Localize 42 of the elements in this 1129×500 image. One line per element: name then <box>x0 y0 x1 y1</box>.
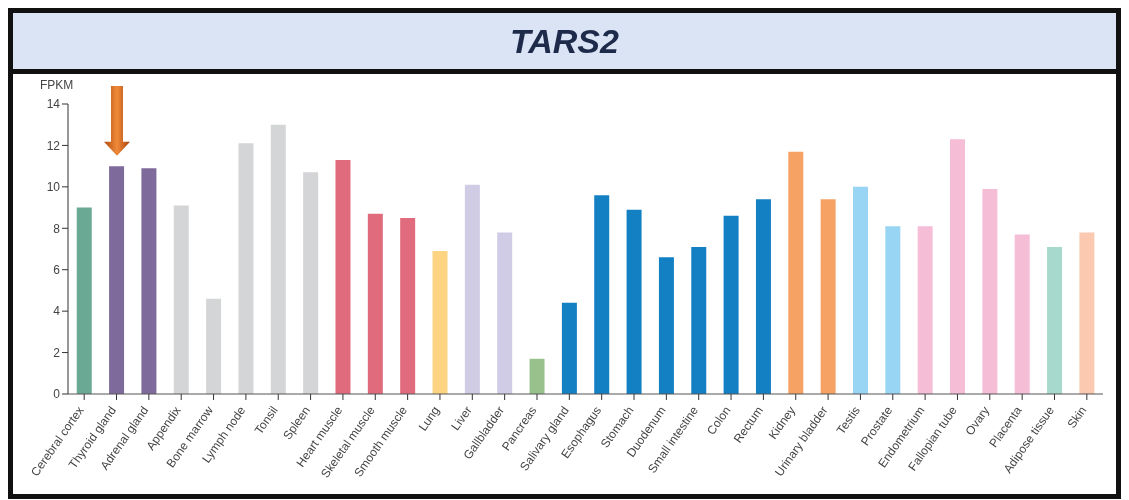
bar <box>658 257 674 394</box>
bar <box>723 215 739 394</box>
bar <box>1014 234 1030 394</box>
bar <box>594 195 610 394</box>
bar <box>917 226 933 394</box>
bar <box>561 302 577 394</box>
bar <box>788 151 804 394</box>
bar <box>626 209 642 394</box>
bar <box>1079 232 1095 394</box>
y-tick-label: 2 <box>53 345 61 360</box>
bar <box>335 159 351 394</box>
bar <box>76 207 92 394</box>
bar <box>1047 246 1063 394</box>
bar <box>303 172 319 394</box>
y-tick-label: 4 <box>53 304 61 319</box>
y-tick-label: 6 <box>53 262 61 277</box>
y-tick-label: 12 <box>46 138 61 153</box>
y-tick-label: 10 <box>46 180 61 195</box>
bar <box>464 184 480 394</box>
bar <box>141 168 157 394</box>
y-tick-label: 0 <box>53 387 61 402</box>
bar <box>982 188 998 394</box>
bar <box>852 186 868 394</box>
bar <box>400 217 416 394</box>
chart-title: TARS2 <box>510 21 619 61</box>
bar <box>885 226 901 394</box>
bar <box>820 199 836 394</box>
bar <box>109 166 125 394</box>
bar <box>432 251 448 394</box>
bar <box>529 358 545 394</box>
bar <box>206 298 222 394</box>
bar <box>173 205 189 394</box>
bar <box>367 213 383 394</box>
y-axis-title: FPKM <box>40 78 74 92</box>
y-tick-label: 8 <box>53 221 61 236</box>
bar <box>238 143 254 394</box>
bar <box>270 124 286 394</box>
bar <box>755 199 771 394</box>
bar <box>950 139 966 394</box>
y-tick-label: 14 <box>46 97 61 112</box>
bar <box>497 232 513 394</box>
bar <box>691 246 707 394</box>
